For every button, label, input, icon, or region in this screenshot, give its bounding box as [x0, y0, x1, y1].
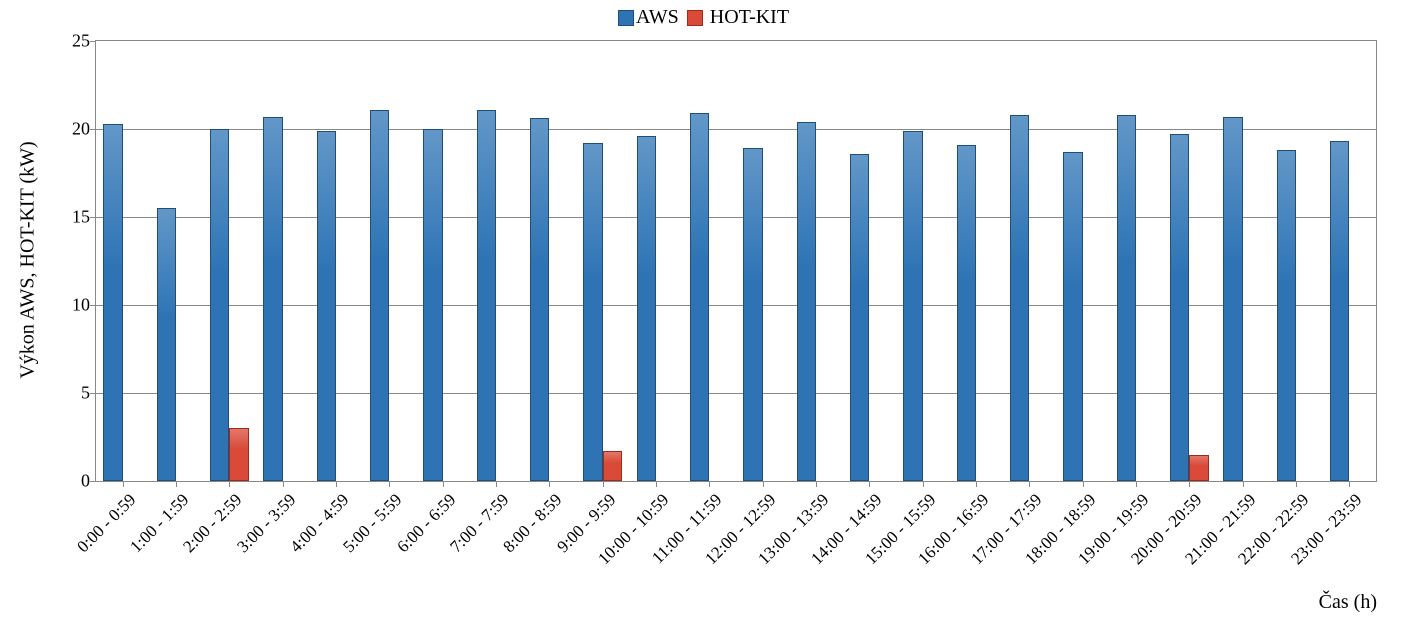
- plot-area: 0510152025: [95, 40, 1377, 482]
- xtick-mark: [923, 481, 924, 487]
- bar-aws: [797, 122, 816, 481]
- bar-aws: [850, 154, 869, 481]
- legend-label: HOT-KIT: [705, 6, 789, 28]
- xtick-mark: [336, 481, 337, 487]
- xtick-mark: [1029, 481, 1030, 487]
- xtick-mark: [549, 481, 550, 487]
- legend: AWS HOT-KIT: [0, 6, 1407, 29]
- ytick-label: 5: [81, 383, 96, 404]
- bar-aws: [370, 110, 389, 481]
- bar-aws: [157, 208, 176, 481]
- bar-aws: [210, 129, 229, 481]
- legend-swatch: [618, 10, 634, 26]
- bar-aws: [1277, 150, 1296, 481]
- bar-aws: [637, 136, 656, 481]
- legend-item: HOT-KIT: [687, 6, 789, 29]
- bar-aws: [1330, 141, 1349, 481]
- bar-aws: [103, 124, 122, 481]
- xtick-mark: [1296, 481, 1297, 487]
- bar-aws: [530, 118, 549, 481]
- xtick-mark: [1349, 481, 1350, 487]
- bar-aws: [1170, 134, 1189, 481]
- xtick-mark: [229, 481, 230, 487]
- bar-aws: [1063, 152, 1082, 481]
- chart-container: AWS HOT-KIT 0510152025 Výkon AWS, HOT-KI…: [0, 0, 1407, 626]
- xtick-mark: [1083, 481, 1084, 487]
- xtick-mark: [869, 481, 870, 487]
- bar-aws: [477, 110, 496, 481]
- ytick-label: 25: [72, 31, 96, 52]
- xtick-mark: [976, 481, 977, 487]
- xtick-mark: [709, 481, 710, 487]
- xtick-mark: [763, 481, 764, 487]
- bar-hot-kit: [603, 451, 622, 481]
- xtick-mark: [123, 481, 124, 487]
- bar-aws: [583, 143, 602, 481]
- x-axis-label: Čas (h): [1319, 591, 1377, 614]
- ytick-label: 20: [72, 119, 96, 140]
- ytick-label: 10: [72, 295, 96, 316]
- xtick-mark: [1243, 481, 1244, 487]
- xtick-mark: [656, 481, 657, 487]
- bar-aws: [1117, 115, 1136, 481]
- bar-hot-kit: [229, 428, 248, 481]
- bar-aws: [1223, 117, 1242, 481]
- bar-aws: [317, 131, 336, 481]
- xtick-mark: [1136, 481, 1137, 487]
- xtick-mark: [496, 481, 497, 487]
- bar-aws: [423, 129, 442, 481]
- ytick-label: 0: [81, 471, 96, 492]
- xtick-mark: [283, 481, 284, 487]
- xtick-mark: [389, 481, 390, 487]
- ytick-label: 15: [72, 207, 96, 228]
- xtick-mark: [1189, 481, 1190, 487]
- xtick-mark: [603, 481, 604, 487]
- legend-label: AWS: [636, 6, 679, 28]
- bar-aws: [743, 148, 762, 481]
- legend-item: AWS: [618, 6, 679, 29]
- xtick-mark: [443, 481, 444, 487]
- legend-swatch: [687, 10, 703, 26]
- bar-aws: [903, 131, 922, 481]
- bar-hot-kit: [1189, 455, 1208, 481]
- bar-aws: [957, 145, 976, 481]
- bar-aws: [690, 113, 709, 481]
- gridline: [96, 129, 1376, 130]
- xtick-mark: [816, 481, 817, 487]
- bar-aws: [1010, 115, 1029, 481]
- y-axis-label: Výkon AWS, HOT-KIT (kW): [17, 141, 40, 378]
- bar-aws: [263, 117, 282, 481]
- xtick-mark: [176, 481, 177, 487]
